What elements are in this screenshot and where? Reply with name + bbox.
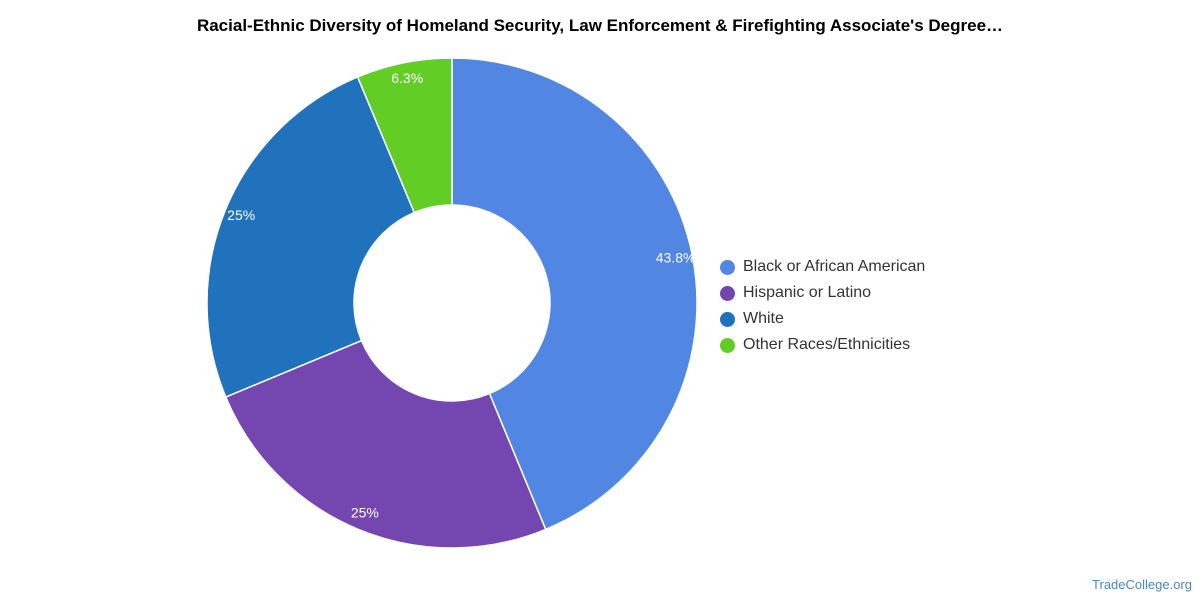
slice-value-label: 43.8% bbox=[656, 249, 696, 265]
legend-swatch bbox=[720, 311, 735, 327]
slice-black-or-african-american[interactable] bbox=[451, 57, 698, 531]
legend-swatch bbox=[720, 259, 735, 275]
legend-label: Other Races/Ethnicities bbox=[743, 336, 911, 353]
legend-label: Hispanic or Latino bbox=[743, 284, 872, 301]
legend-item[interactable]: Hispanic or Latino bbox=[720, 280, 925, 306]
legend-item[interactable]: Other Races/Ethnicities bbox=[720, 332, 925, 358]
slice-value-label: 25% bbox=[351, 504, 379, 520]
slice-hispanic-or-latino[interactable] bbox=[224, 339, 547, 549]
source-credit[interactable]: TradeCollege.org bbox=[1092, 577, 1192, 592]
legend-swatch bbox=[720, 337, 735, 353]
legend-label: Black or African American bbox=[743, 258, 926, 275]
chart-legend: Black or African American Hispanic or Lat… bbox=[720, 254, 925, 358]
chart-title: Racial-Ethnic Diversity of Homeland Secu… bbox=[196, 16, 1004, 35]
slice-value-label: 6.3% bbox=[391, 70, 423, 86]
legend-label: White bbox=[743, 310, 784, 327]
legend-item[interactable]: Black or African American bbox=[720, 254, 925, 280]
legend-swatch bbox=[720, 285, 735, 301]
legend-item[interactable]: White bbox=[720, 306, 925, 332]
slice-other-races-ethnicities[interactable] bbox=[356, 57, 453, 214]
slice-value-label: 25% bbox=[227, 207, 255, 223]
slice-white[interactable] bbox=[206, 75, 416, 399]
